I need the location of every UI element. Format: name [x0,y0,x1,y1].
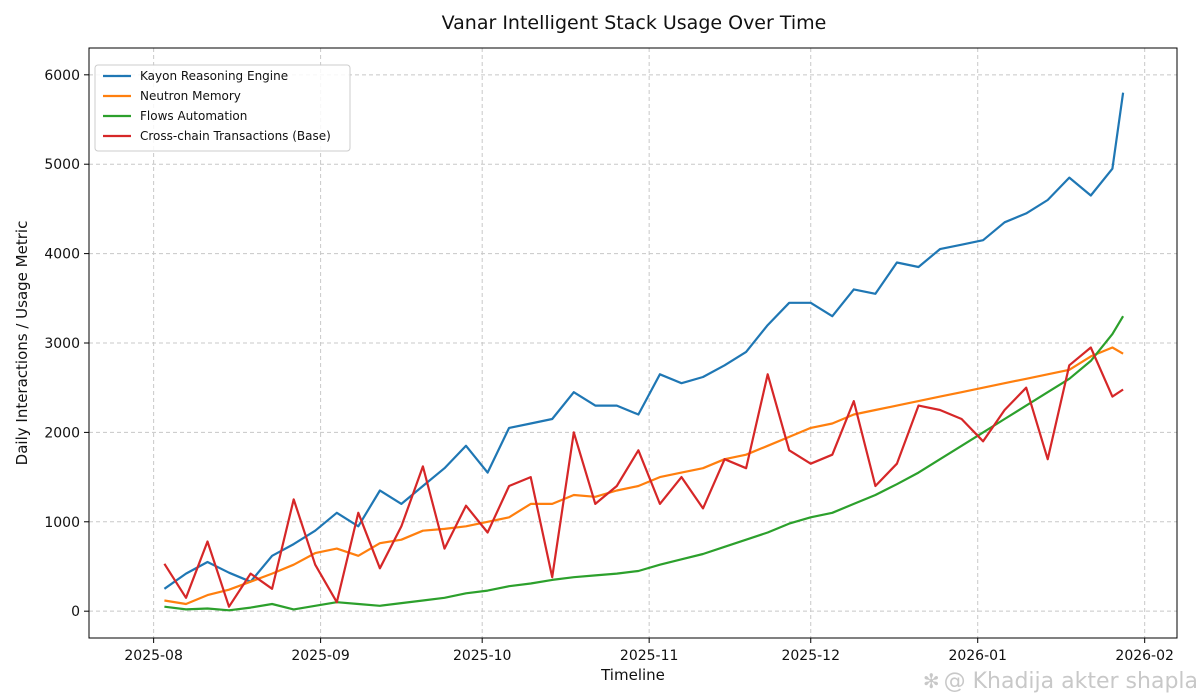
y-tick-label: 5000 [44,157,80,173]
watermark: ✻ @ Khadija akter shapla [923,669,1198,694]
series-line-0 [163,92,1125,590]
series-line-2 [164,315,1125,612]
legend-label: Flows Automation [140,109,247,123]
y-tick-label: 2000 [44,425,80,441]
sparkle-icon: ✻ [922,669,940,693]
x-axis-label: Timeline [600,666,665,684]
legend-label: Neutron Memory [140,89,241,103]
y-tick-label: 3000 [44,336,80,352]
y-axis: 0 1000 2000 3000 4000 5000 6000 [44,68,89,620]
x-tick-label: 2025-09 [291,648,350,664]
series-line-3 [163,346,1124,608]
x-tick-label: 2025-11 [620,648,679,664]
legend-label: Kayon Reasoning Engine [140,69,288,83]
x-tick-label: 2026-01 [948,648,1007,664]
x-axis: 2025-08 2025-09 2025-10 2025-11 2025-12 2026-… [124,638,1174,664]
x-tick-label: 2025-12 [781,648,840,664]
y-tick-label: 1000 [44,515,80,531]
legend-box [94,64,351,152]
legend: Kayon Reasoning Engine Neutron Memory Flow… [94,64,351,152]
legend-label: Cross-chain Transactions (Base) [140,129,331,143]
y-axis-label: Daily Interactions / Usage Metric [13,221,31,466]
plot-area [163,92,1125,612]
x-tick-label: 2026-02 [1115,648,1174,664]
y-tick-label: 0 [71,604,80,620]
x-tick-label: 2025-10 [453,648,512,664]
chart-title: Vanar Intelligent Stack Usage Over Time [442,12,827,34]
series-line-1 [164,346,1124,606]
y-tick-label: 4000 [44,247,80,263]
x-tick-label: 2025-08 [124,648,183,664]
watermark-text: @ Khadija akter shapla [943,669,1198,694]
y-tick-label: 6000 [44,68,80,84]
